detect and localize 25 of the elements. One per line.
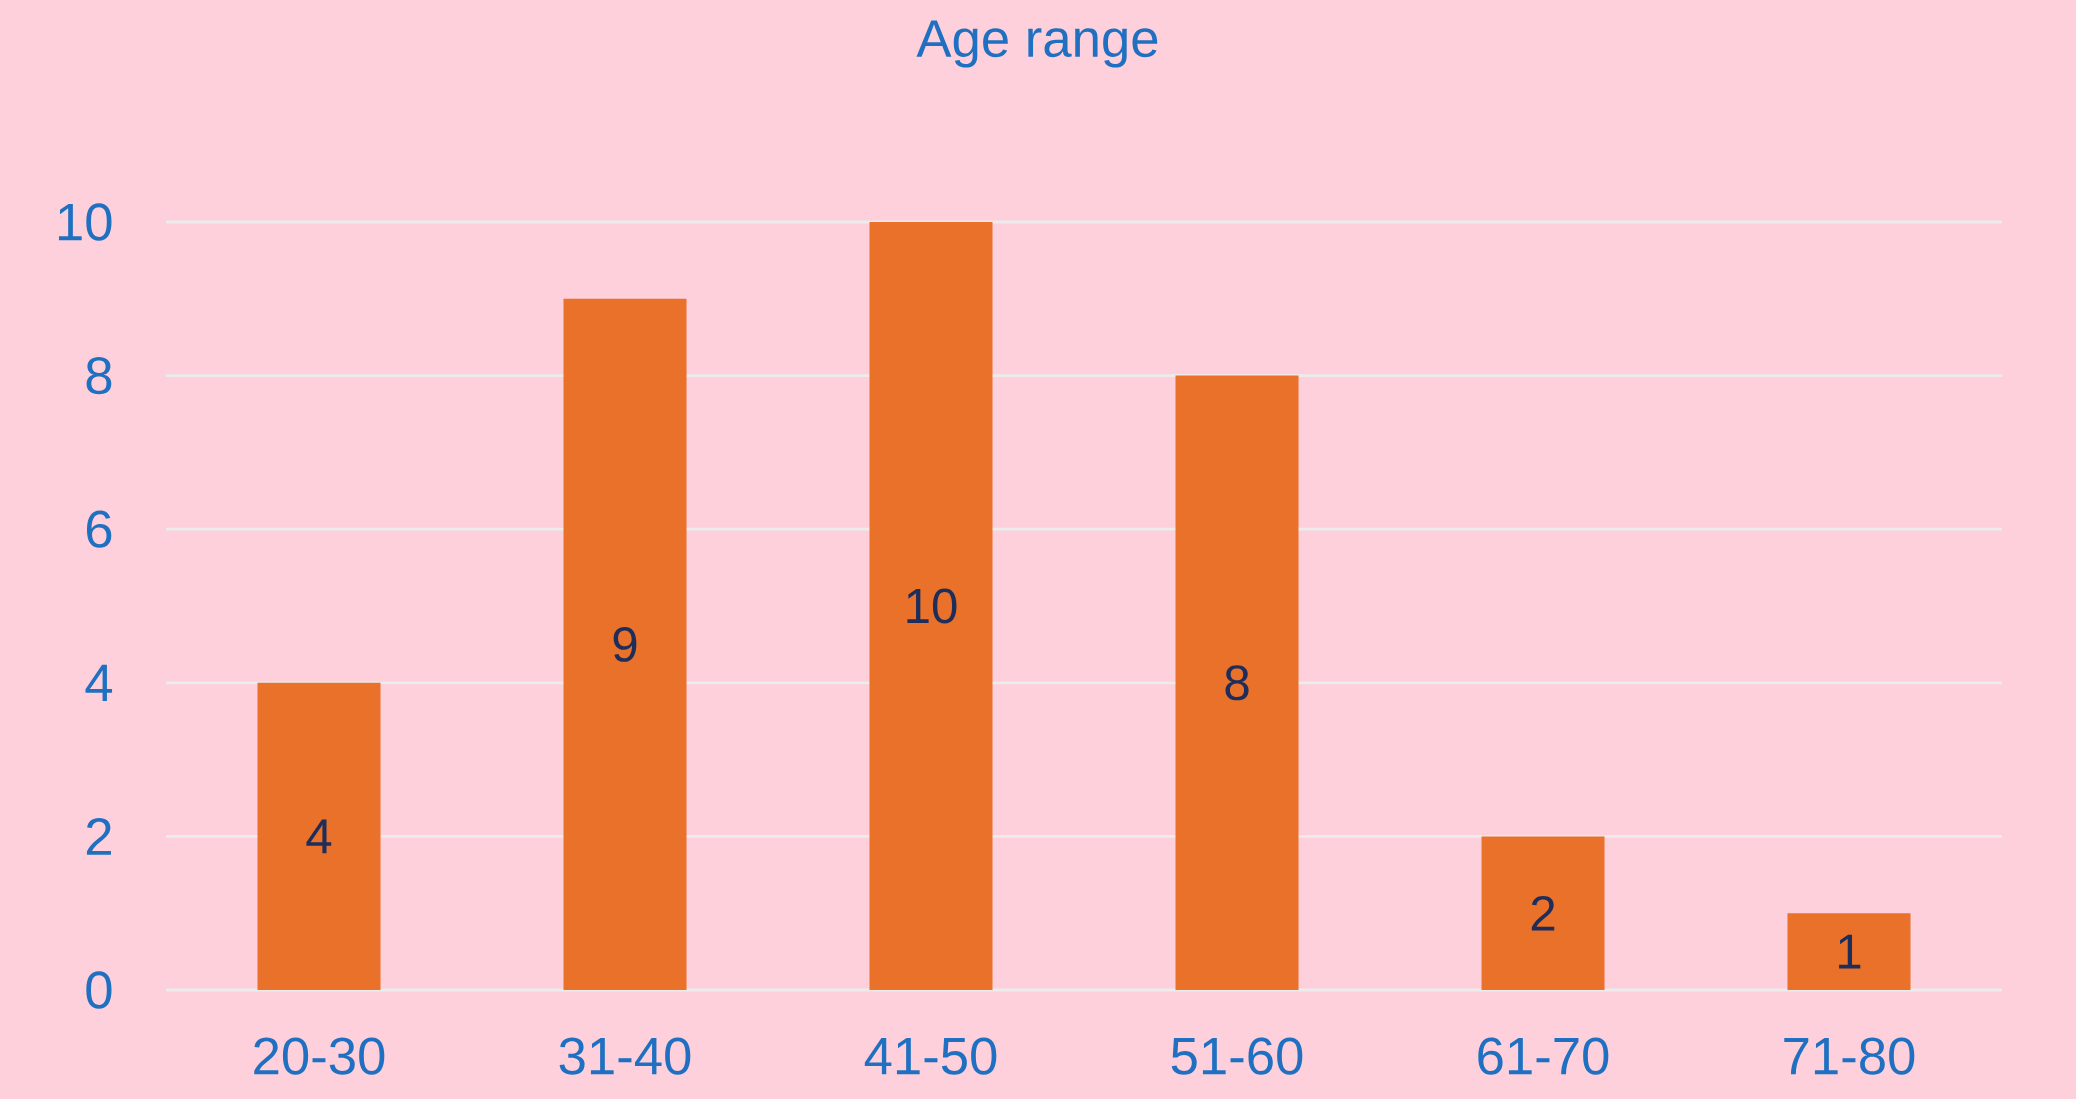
bar xyxy=(257,682,381,990)
bar xyxy=(1787,913,1911,990)
y-tick-label: 10 xyxy=(58,203,112,241)
bar xyxy=(1175,375,1299,990)
x-tick-label: 20-30 xyxy=(254,1037,385,1075)
y-tick-label: 0 xyxy=(86,971,112,1009)
y-tick-label: 8 xyxy=(86,356,112,395)
x-tick-label: 71-80 xyxy=(1784,1037,1915,1075)
bar xyxy=(869,222,993,990)
bar xyxy=(563,298,687,990)
x-tick-label: 61-70 xyxy=(1478,1037,1609,1075)
data-label: 1 xyxy=(1839,934,1861,969)
bar xyxy=(1481,836,1605,990)
y-tick-label: 4 xyxy=(85,664,113,701)
y-tick-label: 6 xyxy=(86,510,112,548)
chart-title: Age range xyxy=(916,20,1158,68)
x-tick-label: 51-60 xyxy=(1171,1037,1303,1075)
data-label: 2 xyxy=(1531,895,1555,931)
data-label: 9 xyxy=(613,626,637,662)
x-tick-label: 31-40 xyxy=(559,1037,691,1075)
y-tick-label: 2 xyxy=(86,817,111,855)
data-label: 8 xyxy=(1225,665,1249,701)
data-label: 10 xyxy=(907,588,957,624)
data-label: 4 xyxy=(306,819,332,854)
x-tick-label: 41-50 xyxy=(864,1037,997,1075)
